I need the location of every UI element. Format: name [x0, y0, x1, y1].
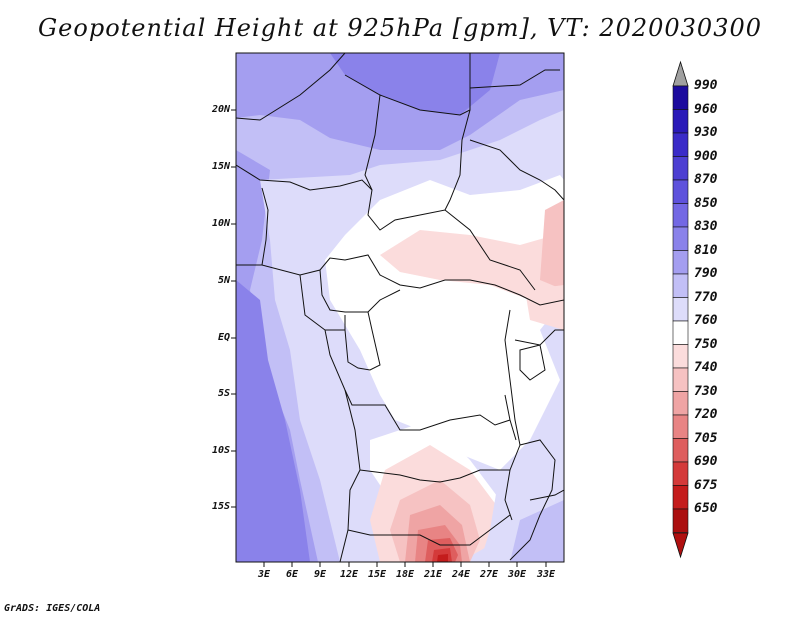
- colorbar-label-675: 675: [694, 477, 718, 493]
- colorbar-label-770: 770: [694, 289, 718, 305]
- lat-ticks: [231, 109, 236, 508]
- colorbar-label-830: 830: [694, 219, 718, 234]
- colorbar-box-990: [672, 85, 689, 110]
- colorbar-box-850: [672, 203, 689, 228]
- lon-label-12e: 12E: [339, 569, 359, 580]
- colorbar-label-705: 705: [694, 430, 718, 446]
- colorbar-label-960: 960: [694, 101, 718, 117]
- colorbar-label-810: 810: [694, 242, 718, 258]
- lat-label-15n: 15N: [211, 161, 230, 172]
- colorbar-label-990: 990: [694, 78, 718, 93]
- colorbar-bottom-arrow: [672, 532, 689, 559]
- colorbar-box-690: [672, 461, 689, 486]
- lon-label-6e: 6E: [285, 569, 299, 580]
- colorbar-box-770: [672, 297, 689, 322]
- lon-label-21e: 21E: [423, 569, 443, 580]
- colorbar-label-850: 850: [694, 195, 718, 211]
- lon-label-27e: 27E: [479, 569, 499, 580]
- colorbar-label-740: 740: [694, 360, 718, 375]
- colorbar: [672, 60, 689, 559]
- lon-label-24e: 24E: [451, 569, 471, 580]
- map-title: Geopotential Height at 925hPa [gpm], VT:…: [38, 14, 762, 42]
- lon-label-3e: 3E: [257, 569, 271, 580]
- lon-label-15e: 15E: [367, 569, 387, 580]
- lon-label-30e: 30E: [507, 569, 527, 580]
- colorbar-box-720: [672, 414, 689, 439]
- lat-label-eq: EQ: [217, 332, 230, 343]
- colorbar-label-750: 750: [694, 336, 718, 352]
- colorbar-label-650: 650: [694, 501, 718, 516]
- lat-label-5s: 5S: [217, 388, 230, 399]
- lat-label-10n: 10N: [211, 218, 230, 229]
- colorbar-label-900: 900: [694, 148, 718, 164]
- colorbar-box-750: [672, 344, 689, 369]
- grads-credit: GrADS: IGES/COLA: [4, 603, 101, 614]
- height-field: [236, 53, 564, 562]
- colorbar-label-930: 930: [694, 125, 718, 140]
- colorbar-box-830: [672, 226, 689, 251]
- lon-label-9e: 9E: [313, 569, 327, 580]
- colorbar-box-740: [672, 367, 689, 392]
- colorbar-label-720: 720: [694, 407, 718, 422]
- lon-ticks: [263, 562, 547, 567]
- lat-label-20n: 20N: [211, 104, 230, 115]
- colorbar-box-930: [672, 132, 689, 157]
- colorbar-box-900: [672, 156, 689, 181]
- colorbar-box-730: [672, 391, 689, 416]
- colorbar-box-675: [672, 485, 689, 510]
- colorbar-box-705: [672, 438, 689, 463]
- lat-label-15s: 15S: [211, 501, 230, 512]
- map-frame: [235, 52, 565, 563]
- lon-label-33e: 33E: [536, 569, 556, 580]
- colorbar-box-760: [672, 320, 689, 345]
- colorbar-label-790: 790: [694, 266, 718, 281]
- colorbar-top-arrow: [672, 60, 689, 87]
- colorbar-box-960: [672, 109, 689, 134]
- colorbar-box-650: [672, 508, 689, 533]
- colorbar-label-690: 690: [694, 454, 718, 469]
- lat-label-5n: 5N: [217, 275, 230, 286]
- colorbar-label-730: 730: [694, 383, 718, 399]
- lat-label-10s: 10S: [211, 445, 230, 456]
- country-boundaries: [236, 53, 564, 562]
- colorbar-label-870: 870: [694, 172, 718, 187]
- colorbar-box-810: [672, 250, 689, 275]
- lon-label-18e: 18E: [395, 569, 415, 580]
- colorbar-box-790: [672, 273, 689, 298]
- colorbar-box-870: [672, 179, 689, 204]
- colorbar-label-760: 760: [694, 313, 718, 328]
